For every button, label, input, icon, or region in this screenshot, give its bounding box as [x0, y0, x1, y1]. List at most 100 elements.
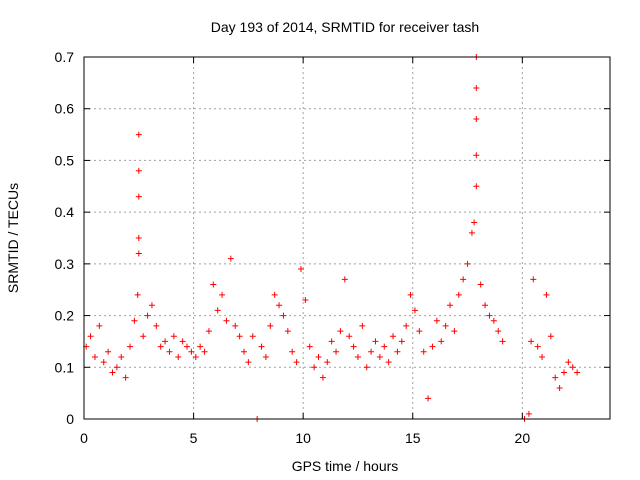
x-tick-label: 0 — [80, 430, 88, 446]
data-point — [140, 333, 147, 340]
grid-lines — [84, 57, 610, 419]
data-point — [346, 333, 353, 340]
data-point — [249, 333, 256, 340]
data-point — [105, 348, 112, 355]
data-point — [473, 116, 480, 123]
data-point — [113, 364, 120, 371]
data-point — [411, 307, 418, 314]
data-point — [447, 302, 454, 309]
data-point — [280, 312, 287, 319]
data-point — [324, 359, 331, 366]
data-point — [205, 328, 212, 335]
data-point — [184, 343, 191, 350]
data-point — [153, 322, 160, 329]
y-axis-label: SRMTID / TECUs — [5, 183, 21, 293]
data-point — [175, 353, 182, 360]
data-point — [306, 343, 313, 350]
data-point — [328, 338, 335, 345]
data-point — [135, 193, 142, 200]
y-tick-label: 0.7 — [55, 49, 75, 65]
data-point — [495, 328, 502, 335]
data-point — [569, 364, 576, 371]
data-point — [543, 291, 550, 298]
data-point — [201, 348, 208, 355]
data-point — [144, 312, 151, 319]
y-tick-label: 0.5 — [55, 152, 75, 168]
axis-ticks: 0 0.1 0.2 0.3 0.4 0.5 0.6 0.7 0 5 10 15 20 — [55, 49, 610, 446]
y-tick-label: 0.1 — [55, 359, 75, 375]
y-tick-label: 0.4 — [55, 204, 75, 220]
data-point — [223, 317, 230, 324]
data-point — [398, 338, 405, 345]
x-tick-label: 20 — [515, 430, 531, 446]
data-point — [473, 152, 480, 159]
data-point — [240, 348, 247, 355]
data-point — [271, 291, 278, 298]
data-point — [416, 328, 423, 335]
plot-frame — [83, 56, 611, 420]
data-point — [293, 359, 300, 366]
data-point — [429, 343, 436, 350]
data-point — [381, 343, 388, 350]
data-point — [192, 353, 199, 360]
y-tick-label: 0.6 — [55, 101, 75, 117]
data-point — [302, 297, 309, 304]
data-point — [297, 266, 304, 273]
data-point — [376, 353, 383, 360]
data-point — [219, 291, 226, 298]
data-point — [482, 302, 489, 309]
data-point — [490, 317, 497, 324]
y-tick-label: 0 — [66, 411, 74, 427]
data-point — [337, 328, 344, 335]
data-point — [122, 374, 129, 381]
data-point — [236, 333, 243, 340]
x-tick-label: 5 — [190, 430, 198, 446]
data-point — [407, 291, 414, 298]
data-point — [451, 328, 458, 335]
y-tick-label: 0.3 — [55, 256, 75, 272]
data-point — [96, 322, 103, 329]
data-point — [148, 302, 155, 309]
data-point — [284, 328, 291, 335]
data-point — [438, 338, 445, 345]
data-point — [473, 183, 480, 190]
data-point — [455, 291, 462, 298]
data-point — [135, 167, 142, 174]
data-point — [188, 348, 195, 355]
data-point — [372, 338, 379, 345]
data-point — [486, 312, 493, 319]
data-point — [420, 348, 427, 355]
data-point — [359, 322, 366, 329]
data-point — [135, 235, 142, 241]
y-tick-label: 0.2 — [55, 308, 75, 324]
data-point — [315, 353, 322, 360]
data-point — [245, 359, 252, 366]
data-point — [560, 369, 567, 376]
data-point — [91, 353, 98, 360]
data-point — [333, 348, 340, 355]
data-point — [565, 359, 572, 366]
data-point — [471, 219, 478, 226]
data-point — [425, 395, 432, 402]
data-point — [473, 85, 480, 92]
data-point — [499, 338, 506, 345]
data-point — [289, 348, 296, 355]
data-point — [157, 343, 164, 350]
data-point — [179, 338, 186, 345]
data-point — [232, 322, 239, 329]
data-point — [162, 338, 169, 345]
data-point — [433, 317, 440, 324]
data-point — [354, 353, 361, 360]
data-point — [460, 276, 467, 283]
data-point — [574, 369, 581, 376]
data-point — [311, 364, 318, 371]
chart-title: Day 193 of 2014, SRMTID for receiver tas… — [211, 19, 479, 35]
data-point — [100, 359, 107, 366]
data-point — [131, 317, 138, 324]
data-point — [134, 291, 141, 298]
data-point — [442, 322, 449, 329]
data-point — [262, 353, 269, 360]
data-point — [547, 333, 554, 340]
data-point — [127, 343, 134, 350]
